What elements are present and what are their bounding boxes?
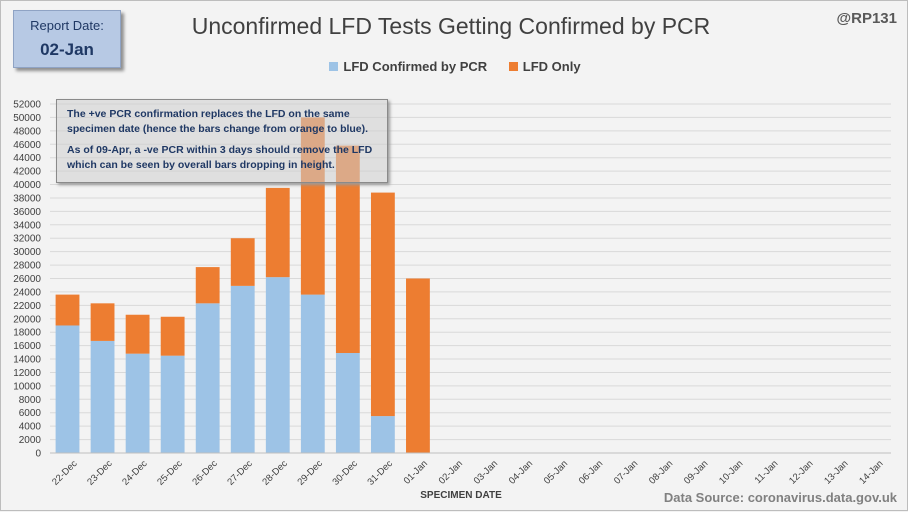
- x-tick-label: 13-Jan: [822, 458, 850, 486]
- y-tick-label: 20000: [13, 314, 41, 325]
- bar-lfd-only: [160, 316, 185, 356]
- report-date-label: Report Date:: [30, 18, 104, 33]
- y-tick-label: 46000: [13, 140, 41, 151]
- y-tick-label: 2000: [19, 435, 42, 446]
- y-tick-label: 44000: [13, 153, 41, 164]
- x-tick-label: 24-Dec: [120, 458, 150, 488]
- bar-lfd-only: [90, 303, 115, 341]
- x-tick-label: 09-Jan: [682, 458, 710, 486]
- data-source: Data Source: coronavirus.data.gov.uk: [663, 490, 897, 505]
- legend-item-confirmed: LFD Confirmed by PCR: [329, 59, 487, 74]
- y-tick-label: 22000: [13, 301, 41, 312]
- x-tick-label: 01-Jan: [402, 458, 430, 486]
- legend-item-lfd-only: LFD Only: [508, 59, 581, 74]
- bar-confirmed: [335, 352, 360, 453]
- chart-title: Unconfirmed LFD Tests Getting Confirmed …: [191, 13, 711, 39]
- x-tick-label: 26-Dec: [190, 458, 220, 488]
- bar-lfd-only: [230, 238, 255, 286]
- author-credit: @RP131: [836, 10, 898, 27]
- legend-label-confirmed: LFD Confirmed by PCR: [343, 59, 488, 74]
- y-tick-label: 16000: [13, 341, 41, 352]
- x-tick-label: 06-Jan: [577, 458, 605, 486]
- y-tick-label: 8000: [19, 395, 42, 406]
- x-tick-label: 11-Jan: [753, 458, 781, 486]
- y-tick-label: 10000: [13, 381, 41, 392]
- y-tick-label: 38000: [13, 193, 41, 204]
- bar-lfd-only: [370, 192, 395, 417]
- bar-confirmed: [230, 285, 255, 453]
- x-tick-label: 30-Dec: [330, 458, 360, 488]
- legend-swatch-lfd-only: [508, 62, 518, 71]
- bar-lfd-only: [406, 278, 430, 453]
- legend-label-lfd-only: LFD Only: [522, 59, 581, 74]
- y-tick-label: 34000: [13, 220, 41, 231]
- bar-confirmed: [90, 340, 115, 453]
- x-tick-label: 05-Jan: [542, 458, 570, 486]
- bar-lfd-only: [335, 145, 360, 353]
- x-axis-label: SPECIMEN DATE: [420, 490, 502, 501]
- x-tick-label: 08-Jan: [647, 458, 675, 486]
- y-tick-label: 28000: [13, 261, 41, 272]
- x-tick-label: 22-Dec: [50, 458, 80, 488]
- y-tick-label: 30000: [13, 247, 41, 258]
- annotation-line-1: The +ve PCR confirmation replaces the LF…: [67, 108, 369, 135]
- annotation-line-2: As of 09-Apr, a -ve PCR within 3 days sh…: [67, 144, 373, 171]
- bar-lfd-only: [125, 314, 150, 354]
- y-tick-label: 50000: [13, 113, 41, 124]
- bar-confirmed: [160, 355, 185, 453]
- bar-confirmed: [55, 325, 80, 453]
- y-tick-label: 14000: [13, 355, 41, 366]
- bar-confirmed: [125, 353, 150, 453]
- bar-confirmed: [300, 294, 325, 453]
- y-tick-label: 0: [35, 449, 41, 460]
- y-tick-label: 52000: [13, 100, 41, 111]
- x-tick-label: 14-Jan: [857, 458, 885, 486]
- x-tick-label: 04-Jan: [507, 458, 535, 486]
- y-tick-label: 18000: [13, 328, 41, 339]
- y-tick-label: 36000: [13, 207, 41, 218]
- bar-confirmed: [265, 277, 290, 453]
- chart-legend: LFD Confirmed by PCR LFD Only: [1, 59, 908, 74]
- x-tick-label: 07-Jan: [612, 458, 640, 486]
- x-tick-label: 12-Jan: [787, 458, 815, 486]
- x-tick-label: 02-Jan: [437, 458, 465, 486]
- x-tick-label: 29-Dec: [295, 458, 325, 488]
- annotation-box: The +ve PCR confirmation replaces the LF…: [56, 99, 388, 183]
- bar-lfd-only: [265, 187, 290, 278]
- y-tick-label: 24000: [13, 287, 41, 298]
- y-tick-label: 32000: [13, 234, 41, 245]
- y-tick-label: 40000: [13, 180, 41, 191]
- y-tick-label: 6000: [19, 408, 42, 419]
- x-tick-label: 25-Dec: [155, 458, 185, 488]
- report-date-value: 02-Jan: [40, 40, 94, 59]
- x-tick-label: 03-Jan: [472, 458, 500, 486]
- bar-confirmed: [370, 416, 395, 453]
- legend-swatch-confirmed: [329, 62, 339, 71]
- y-tick-label: 12000: [13, 368, 41, 379]
- y-tick-label: 4000: [19, 422, 42, 433]
- x-tick-label: 31-Dec: [366, 458, 396, 488]
- x-tick-label: 28-Dec: [260, 458, 290, 488]
- bar-lfd-only: [195, 267, 220, 304]
- report-date-box: Report Date: 02-Jan: [13, 10, 121, 68]
- x-tick-label: 10-Jan: [717, 458, 745, 486]
- y-tick-label: 48000: [13, 126, 41, 137]
- y-tick-label: 42000: [13, 167, 41, 178]
- x-tick-label: 27-Dec: [225, 458, 255, 488]
- y-tick-label: 26000: [13, 274, 41, 285]
- x-tick-label: 23-Dec: [85, 458, 115, 488]
- bar-confirmed: [195, 303, 220, 453]
- bar-lfd-only: [55, 294, 80, 326]
